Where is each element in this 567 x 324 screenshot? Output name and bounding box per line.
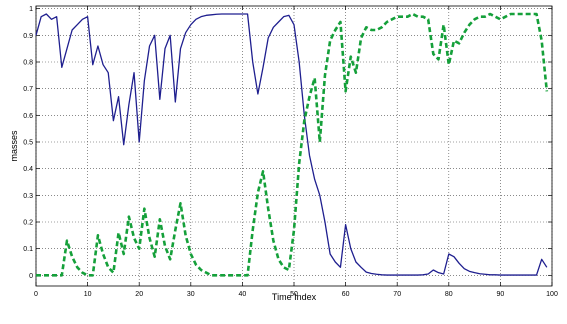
x-tick-label: 10 — [84, 291, 92, 298]
x-tick-label: 70 — [393, 291, 401, 298]
x-tick-label: 60 — [342, 291, 350, 298]
y-axis-label: masses — [9, 130, 19, 162]
x-tick-label: 20 — [135, 291, 143, 298]
series-line-solid — [35, 13, 548, 276]
y-tick-label: 0.6 — [23, 113, 33, 120]
y-tick-label: 1 — [29, 6, 33, 13]
x-tick-labels: 0 10 20 30 40 50 60 70 80 90 100 — [34, 291, 558, 298]
y-tick-label: 0.4 — [23, 166, 33, 173]
x-tick-label: 50 — [290, 291, 298, 298]
y-tick-label: 0.5 — [23, 140, 33, 147]
x-tick-label: 80 — [445, 291, 453, 298]
axis-ticks — [35, 6, 553, 286]
series-lines — [35, 12, 549, 277]
x-tick-label: 100 — [546, 291, 558, 298]
y-tick-label: 0.9 — [23, 33, 33, 40]
x-tick-label: 30 — [187, 291, 195, 298]
series-line-dashed — [36, 12, 549, 277]
y-tick-label: 0.2 — [23, 220, 33, 227]
y-tick-label: 0.7 — [23, 86, 33, 93]
y-tick-label: 0.3 — [23, 193, 33, 200]
grid-lines — [35, 6, 553, 286]
x-tick-label: 40 — [239, 291, 247, 298]
y-tick-label: 0.8 — [23, 60, 33, 67]
x-axis-label: Time Index — [272, 292, 317, 302]
y-tick-labels: 0 0.1 0.2 0.3 0.4 0.5 0.6 0.7 0.8 0.9 1 — [23, 6, 33, 280]
x-tick-label: 90 — [497, 291, 505, 298]
y-tick-label: 0.1 — [23, 246, 33, 253]
x-tick-label: 0 — [34, 291, 38, 298]
y-tick-label: 0 — [29, 273, 33, 280]
